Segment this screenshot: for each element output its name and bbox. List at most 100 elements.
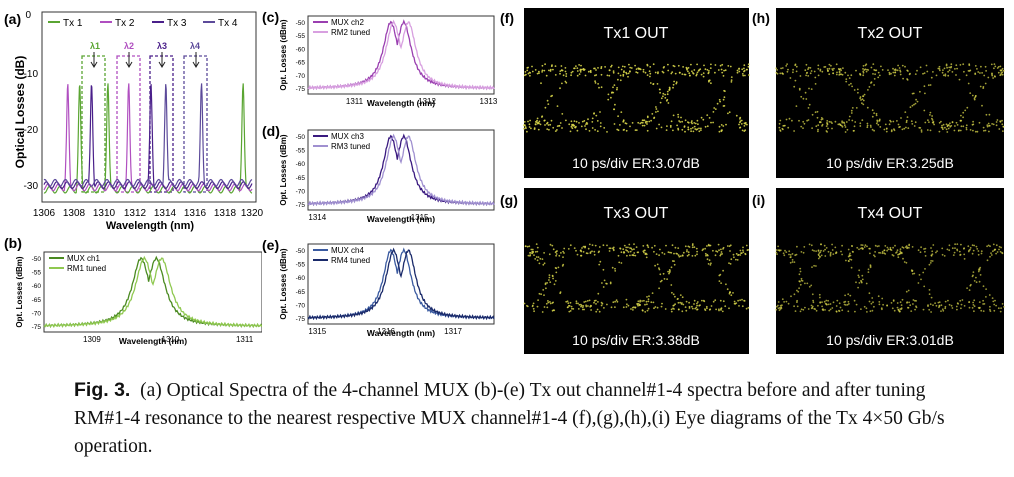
marker-lambda2: λ2	[124, 41, 134, 51]
b-ytick-3: -65	[32, 297, 42, 304]
panel-e-chart: (e) -50 -55 -60 -65 -70 -75 Opt. Losses (dBm) 1…	[262, 237, 495, 338]
e-ytick-3: -65	[296, 289, 306, 296]
d-ylabel: Opt. Losses (dBm)	[279, 134, 288, 205]
arrow-down-icon	[125, 52, 133, 68]
arrow-down-icon	[90, 52, 98, 68]
c-xtick-2: 1313	[480, 97, 498, 106]
b-xlabel: Wavelength (nm)	[119, 336, 187, 346]
panel-a-xticks: 1306 1308 1310 1312 1314 1316 1318 1320	[33, 208, 264, 219]
a-ytick-1: -10	[24, 69, 39, 80]
d-legend-1: RM3 tuned	[331, 142, 370, 151]
b-ylabel: Opt. Losses (dBm)	[15, 256, 24, 327]
eye-tx3-footer: 10 ps/div ER:3.38dB	[572, 332, 700, 348]
d-xlabel: Wavelength (nm)	[367, 214, 435, 224]
a-legend-tx1: Tx 1	[63, 18, 83, 29]
e-xtick-1: 1316	[377, 327, 395, 336]
d-ytick-3: -65	[296, 175, 306, 182]
marker-lambda1: λ1	[90, 41, 100, 51]
a-xtick-4: 1314	[154, 208, 177, 219]
panel-a-yticks: 0 -10 -20 -30	[24, 10, 39, 192]
channel-box-2	[116, 55, 141, 193]
e-xtick-2: 1317	[444, 327, 462, 336]
panel-a-legend: Tx 1 Tx 2 Tx 3 Tx 4	[48, 18, 238, 29]
eye-i-label: (i)	[752, 192, 765, 208]
d-xtick-0: 1314	[308, 213, 326, 222]
d-legend-0: MUX ch3	[331, 132, 364, 141]
c-xtick-0: 1311	[346, 97, 364, 106]
a-xtick-0: 1306	[33, 208, 56, 219]
panel-b-chart: (b) -50 -55 -60 -65 -70 -75 Opt. Losses (dBm) 1…	[4, 235, 262, 346]
eye-diagram-tx1: Tx1 OUT 10 ps/div ER:3.07dB	[523, 8, 750, 178]
marker-lambda4: λ4	[190, 41, 200, 51]
d-ytick-1: -55	[296, 148, 306, 155]
a-ytick-3: -30	[24, 181, 39, 192]
d-ytick-0: -50	[296, 134, 306, 141]
c-trace	[307, 19, 495, 91]
panel-a-ylabel: Optical Losses (dB)	[13, 56, 27, 169]
e-ytick-5: -75	[296, 316, 306, 323]
b-ytick-2: -60	[32, 283, 42, 290]
panel-a-chart: (a) 0 -10 -20 -30 Optical Losses (dB) 13…	[4, 10, 264, 232]
e-legend-0: MUX ch4	[331, 246, 364, 255]
a-legend-tx4: Tx 4	[218, 18, 238, 29]
caption-text: (a) Optical Spectra of the 4-channel MUX…	[74, 380, 945, 457]
arrow-down-icon	[192, 52, 200, 68]
c-ytick-2: -60	[296, 46, 306, 53]
panel-a-plot-area	[41, 11, 257, 203]
trace-tx4	[43, 83, 253, 187]
marker-lambda3: λ3	[157, 41, 167, 51]
a-xtick-2: 1310	[93, 208, 116, 219]
a-xtick-5: 1316	[184, 208, 207, 219]
a-xtick-1: 1308	[63, 208, 86, 219]
panel-d-label: (d)	[262, 123, 280, 139]
eye-diagram-tx3: Tx3 OUT 10 ps/div ER:3.38dB	[523, 188, 750, 354]
eye-diagram-tx2: Tx2 OUT 10 ps/div ER:3.25dB	[775, 8, 1005, 178]
e-ytick-2: -60	[296, 275, 306, 282]
panel-d-chart: (d) -50 -55 -60 -65 -70 -75 Opt. Losses (dBm) 1…	[262, 123, 495, 224]
eye-tx3-title: Tx3 OUT	[604, 205, 669, 222]
eye-tx1-footer: 10 ps/div ER:3.07dB	[572, 155, 700, 171]
c-xlabel: Wavelength (nm)	[367, 98, 435, 108]
b-ytick-5: -75	[32, 324, 42, 331]
e-ylabel: Opt. Losses (dBm)	[279, 248, 288, 319]
panel-c-label: (c)	[262, 9, 279, 25]
b-xtick-1: 1310	[162, 335, 180, 344]
d-ytick-4: -70	[296, 188, 306, 195]
panel-a-label: (a)	[4, 11, 21, 27]
b-xtick-2: 1311	[236, 335, 254, 344]
eye-h-label: (h)	[752, 10, 770, 26]
panel-e-label: (e)	[262, 237, 279, 253]
panel-a-channel-boxes	[81, 55, 208, 193]
a-ytick-0: 0	[25, 10, 31, 21]
e-xtick-0: 1315	[308, 327, 326, 336]
arrow-down-icon	[158, 52, 166, 68]
eye-tx2-footer: 10 ps/div ER:3.25dB	[826, 155, 954, 171]
c-ytick-0: -50	[296, 20, 306, 27]
c-ytick-5: -75	[296, 86, 306, 93]
figure-number: Fig. 3.	[74, 379, 131, 401]
d-xtick-1: 1315	[411, 213, 429, 222]
e-ytick-1: -55	[296, 262, 306, 269]
d-ytick-5: -75	[296, 202, 306, 209]
c-legend-1: RM2 tuned	[331, 28, 370, 37]
eye-g-label: (g)	[500, 192, 518, 208]
b-legend-1: RM1 tuned	[67, 264, 106, 273]
panel-a-traces	[43, 83, 253, 194]
panel-a-xlabel: Wavelength (nm)	[106, 220, 195, 232]
e-ytick-4: -70	[296, 302, 306, 309]
eye-f-label: (f)	[500, 10, 514, 26]
trace-tx3	[43, 84, 253, 190]
a-xtick-6: 1318	[214, 208, 237, 219]
b-trace	[43, 255, 262, 328]
d-trace	[307, 133, 495, 207]
e-xlabel: Wavelength (nm)	[367, 328, 435, 338]
panel-a-markers: λ1 λ2 λ3 λ4	[90, 41, 200, 68]
b-ytick-4: -70	[32, 310, 42, 317]
e-ytick-0: -50	[296, 248, 306, 255]
eye-panels: (f) (h) (g) (i) Tx1 OUT 10 ps/div ER:3.0…	[500, 8, 1005, 354]
b-legend-0: MUX ch1	[67, 254, 100, 263]
a-legend-tx2: Tx 2	[115, 18, 135, 29]
figure-caption: Fig. 3. (a) Optical Spectra of the 4-cha…	[74, 376, 974, 461]
panel-c-chart: (c) -50 -55 -60 -65 -70 -75 Opt. Losses (dBm) 1…	[262, 9, 498, 108]
b-ytick-1: -55	[32, 270, 42, 277]
